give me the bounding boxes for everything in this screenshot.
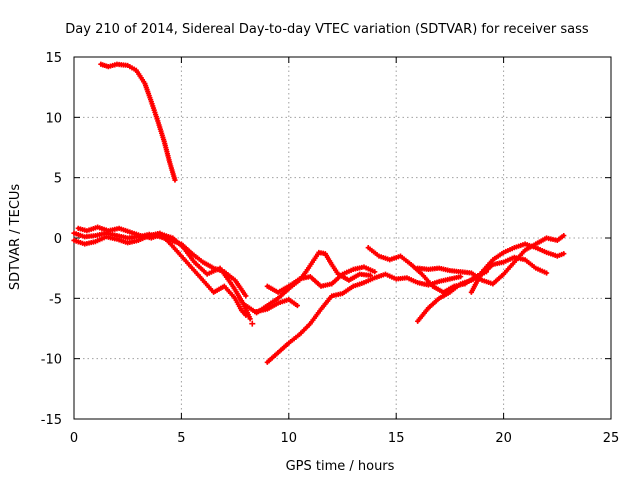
chart-title: Day 210 of 2014, Sidereal Day-to-day VTE… [65,22,589,37]
x-tick-label: 15 [388,431,405,446]
y-tick-label: 15 [45,51,62,66]
axis-ticks [73,56,612,420]
x-tick-label: 10 [281,431,298,446]
series-arc-12 [468,241,567,295]
series-markers [243,249,374,316]
series-arc-3 [71,230,249,318]
series-line [72,231,248,317]
series-arc-6 [253,296,300,315]
x-tick-labels: 0 5 10 15 20 25 [70,431,619,446]
x-tick-label: 20 [495,431,512,446]
series-line [244,250,372,315]
series-markers [253,296,300,315]
x-axis-title: GPS time / hours [286,459,395,474]
series-arc-5 [243,249,374,316]
series-arc-7 [264,264,378,295]
y-tick-label: -10 [41,353,62,368]
series-markers [468,241,567,295]
data-point [249,320,256,327]
x-tick-label: 25 [603,431,620,446]
series-line [99,62,177,182]
y-tick-label: 10 [45,111,62,126]
series-arc-11 [415,232,567,287]
y-axis-title: SDTVAR / TECUs [8,184,23,291]
series-arc-8 [264,271,464,365]
y-tick-label: -5 [49,292,62,307]
y-tick-label: -15 [41,413,62,428]
y-tick-label: 0 [54,232,62,247]
series-markers [98,61,178,183]
series-arc-4 [75,224,253,322]
series-markers [75,224,253,322]
data-series [71,61,567,365]
series-markers [264,271,464,365]
x-tick-label: 0 [70,431,78,446]
y-tick-label: 5 [54,172,62,187]
x-tick-label: 5 [177,431,185,446]
series-markers [264,264,378,295]
series-arc-1 [98,61,178,183]
grid [74,57,611,419]
y-tick-labels: -15 -10 -5 0 5 10 15 [41,51,62,428]
